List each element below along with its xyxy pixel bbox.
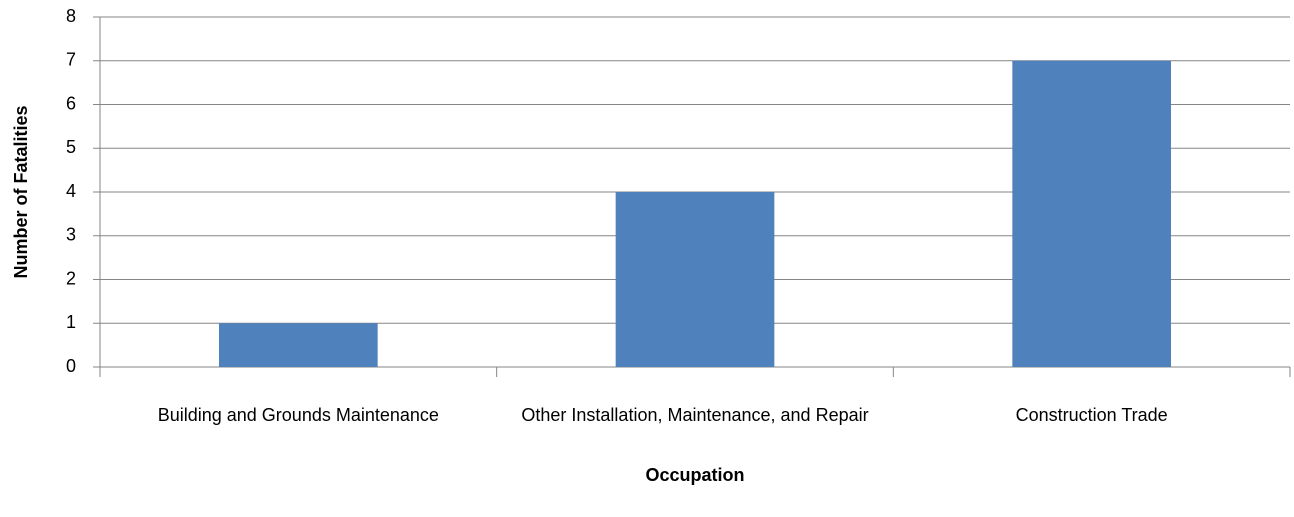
y-tick-label: 0 — [66, 356, 76, 376]
y-tick-label: 7 — [66, 50, 76, 70]
bar — [615, 192, 775, 367]
x-tick-label: Construction Trade — [1015, 405, 1168, 425]
bar — [219, 323, 378, 367]
y-tick-label: 5 — [66, 137, 76, 157]
x-tick-label: Building and Grounds Maintenance — [157, 405, 439, 425]
x-axis-title: Occupation — [645, 465, 744, 485]
y-axis-title: Number of Fatalities — [11, 105, 31, 278]
y-tick-label: 6 — [66, 93, 76, 113]
y-tick-label: 1 — [66, 312, 76, 332]
y-tick-label: 3 — [66, 225, 76, 245]
bar — [1012, 60, 1171, 367]
y-tick-label: 8 — [66, 6, 76, 26]
x-tick-label: Other Installation, Maintenance, and Rep… — [521, 405, 869, 425]
y-tick-label: 4 — [66, 181, 76, 201]
y-tick-label: 2 — [66, 268, 76, 288]
